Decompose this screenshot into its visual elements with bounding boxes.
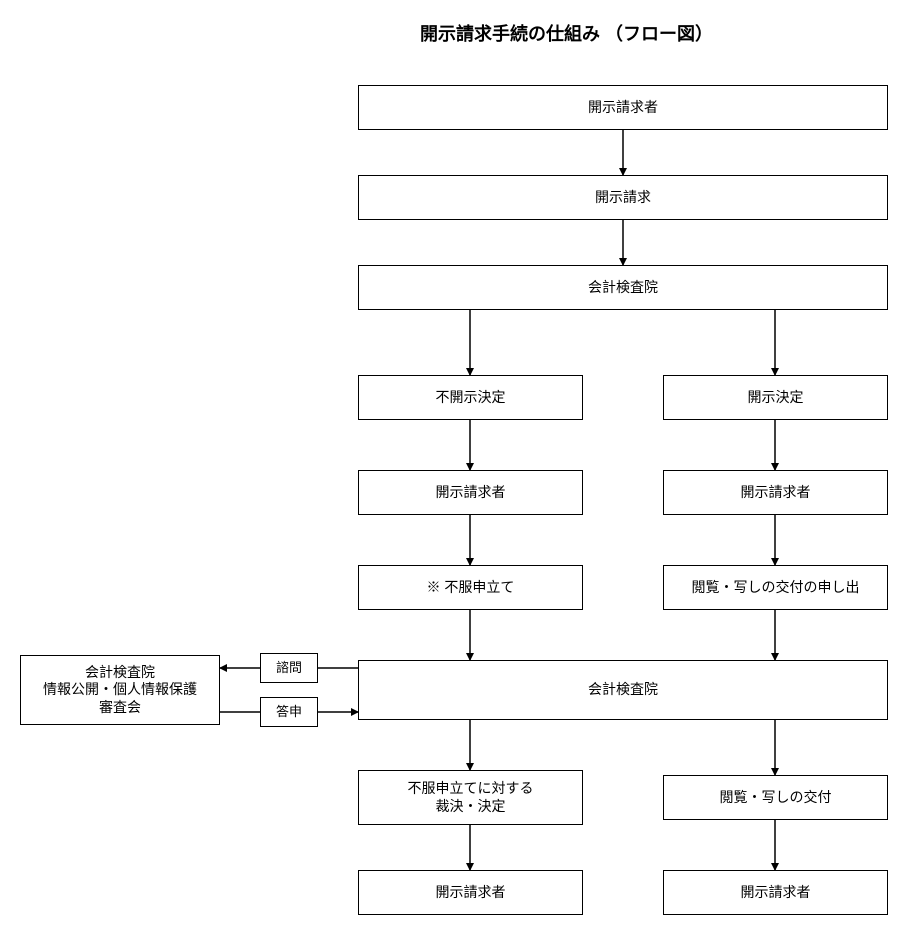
node-n1: 開示請求者 [358, 85, 888, 130]
flowchart-stage: 開示請求手続の仕組み （フロー図） 開示請求者開示請求会計検査院不開示決定開示決… [0, 0, 900, 947]
node-n4: 不開示決定 [358, 375, 583, 420]
node-n2: 開示請求 [358, 175, 888, 220]
node-n7: 開示請求者 [663, 470, 888, 515]
node-n8: ※ 不服申立て [358, 565, 583, 610]
chart-title: 開示請求手続の仕組み （フロー図） [420, 20, 713, 46]
node-n9: 閲覧・写しの交付の申し出 [663, 565, 888, 610]
node-n14: 開示請求者 [663, 870, 888, 915]
node-n3: 会計検査院 [358, 265, 888, 310]
node-n5: 開示決定 [663, 375, 888, 420]
node-n10: 会計検査院 [358, 660, 888, 720]
node-sm2: 答申 [260, 697, 318, 727]
node-side: 会計検査院 情報公開・個人情報保護 審査会 [20, 655, 220, 725]
node-n6: 開示請求者 [358, 470, 583, 515]
node-sm1: 諮問 [260, 653, 318, 683]
node-n13: 開示請求者 [358, 870, 583, 915]
node-n11: 不服申立てに対する 裁決・決定 [358, 770, 583, 825]
node-n12: 閲覧・写しの交付 [663, 775, 888, 820]
